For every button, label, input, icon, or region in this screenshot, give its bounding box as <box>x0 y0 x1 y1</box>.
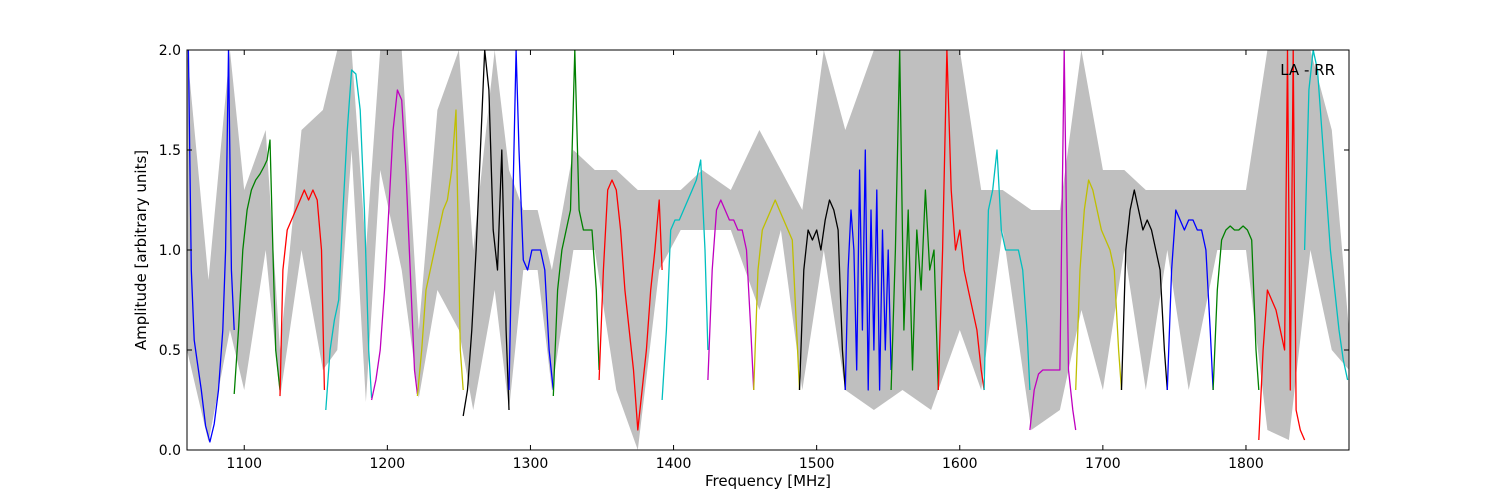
series-line-20 <box>1075 179 1123 391</box>
series-line-15 <box>844 149 892 391</box>
x-tick-label: 1700 <box>1085 456 1121 472</box>
x-axis-ticks: 1100 1200 1300 1400 1500 1600 1700 1800 <box>226 50 1264 472</box>
plot-annotation: LA - RR <box>1280 61 1335 79</box>
series-line-2 <box>233 139 281 395</box>
series-line-25 <box>1303 50 1349 381</box>
series-line-13 <box>753 199 801 391</box>
series-layer <box>187 50 1349 443</box>
series-line-16 <box>890 50 939 391</box>
y-tick-label: 2.0 <box>159 43 181 59</box>
series-line-14 <box>798 199 846 391</box>
series-line-11 <box>661 159 709 401</box>
x-tick-label: 1200 <box>370 456 406 472</box>
series-line-5 <box>370 89 419 401</box>
series-line-1 <box>187 50 235 443</box>
series-line-6 <box>416 109 464 397</box>
series-line-12 <box>707 199 755 391</box>
x-tick-label: 1300 <box>513 456 549 472</box>
series-line-10 <box>598 179 663 431</box>
x-axis-label: Frequency [MHz] <box>705 472 831 490</box>
y-tick-label: 1.5 <box>159 143 181 159</box>
series-line-23 <box>1212 225 1260 391</box>
x-tick-label: 1400 <box>656 456 692 472</box>
x-tick-label: 1500 <box>799 456 835 472</box>
y-tick-label: 0.0 <box>159 443 181 459</box>
envelope-layer <box>187 50 1349 450</box>
series-line-24 <box>1258 50 1306 441</box>
series-line-3 <box>279 189 326 397</box>
series-line-9 <box>552 50 600 397</box>
series-line-21 <box>1120 189 1168 391</box>
y-axis-ticks: 0.0 0.5 1.0 1.5 2.0 <box>159 43 1349 459</box>
series-line-4 <box>325 69 373 411</box>
x-tick-label: 1800 <box>1228 456 1264 472</box>
series-line-7 <box>462 50 510 417</box>
series-line-17 <box>937 50 985 391</box>
background-envelope <box>187 50 1349 450</box>
x-tick-label: 1100 <box>226 456 262 472</box>
series-line-22 <box>1166 209 1214 391</box>
x-tick-label: 1600 <box>942 456 978 472</box>
series-line-8 <box>508 50 554 391</box>
y-tick-label: 1.0 <box>159 243 181 259</box>
series-line-18 <box>983 149 1031 391</box>
y-tick-label: 0.5 <box>159 343 181 359</box>
series-line-19 <box>1029 50 1077 431</box>
y-axis-label: Amplitude [arbitrary units] <box>132 150 150 350</box>
